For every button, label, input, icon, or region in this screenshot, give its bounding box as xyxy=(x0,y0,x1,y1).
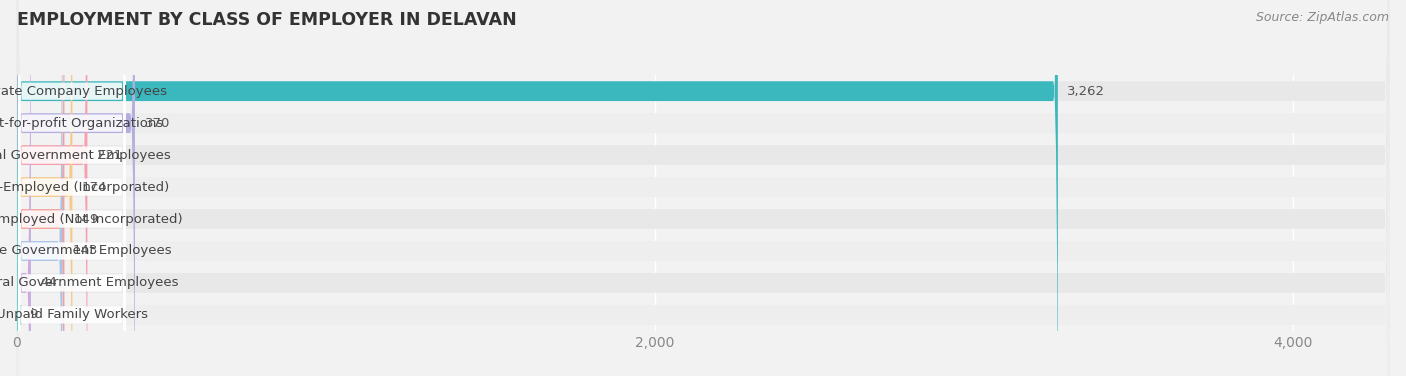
FancyBboxPatch shape xyxy=(17,0,1389,376)
FancyBboxPatch shape xyxy=(18,0,125,376)
FancyBboxPatch shape xyxy=(18,0,125,376)
FancyBboxPatch shape xyxy=(17,0,1057,376)
FancyBboxPatch shape xyxy=(17,0,87,376)
FancyBboxPatch shape xyxy=(18,0,125,376)
Text: 9: 9 xyxy=(30,308,38,321)
FancyBboxPatch shape xyxy=(17,0,72,376)
FancyBboxPatch shape xyxy=(18,0,125,376)
Text: State Government Employees: State Government Employees xyxy=(0,244,172,258)
FancyBboxPatch shape xyxy=(17,0,1389,376)
Text: Self-Employed (Not Incorporated): Self-Employed (Not Incorporated) xyxy=(0,212,183,226)
Text: Not-for-profit Organizations: Not-for-profit Organizations xyxy=(0,117,163,130)
FancyBboxPatch shape xyxy=(17,0,135,376)
Text: Self-Employed (Incorporated): Self-Employed (Incorporated) xyxy=(0,180,169,194)
Text: 143: 143 xyxy=(72,244,97,258)
FancyBboxPatch shape xyxy=(17,0,1389,376)
Text: EMPLOYMENT BY CLASS OF EMPLOYER IN DELAVAN: EMPLOYMENT BY CLASS OF EMPLOYER IN DELAV… xyxy=(17,11,516,29)
FancyBboxPatch shape xyxy=(17,0,1389,376)
Text: 221: 221 xyxy=(97,149,122,162)
Text: 149: 149 xyxy=(75,212,100,226)
Text: 370: 370 xyxy=(145,117,170,130)
Text: Source: ZipAtlas.com: Source: ZipAtlas.com xyxy=(1256,11,1389,24)
Text: 44: 44 xyxy=(41,276,58,290)
FancyBboxPatch shape xyxy=(17,0,1389,376)
FancyBboxPatch shape xyxy=(18,0,125,376)
FancyBboxPatch shape xyxy=(17,0,65,376)
Text: Federal Government Employees: Federal Government Employees xyxy=(0,276,179,290)
FancyBboxPatch shape xyxy=(17,0,62,376)
Text: 174: 174 xyxy=(82,180,107,194)
FancyBboxPatch shape xyxy=(17,0,1389,376)
FancyBboxPatch shape xyxy=(17,0,31,376)
Text: Local Government Employees: Local Government Employees xyxy=(0,149,172,162)
FancyBboxPatch shape xyxy=(18,0,125,376)
FancyBboxPatch shape xyxy=(18,0,125,376)
Text: Private Company Employees: Private Company Employees xyxy=(0,85,167,98)
FancyBboxPatch shape xyxy=(15,0,21,376)
FancyBboxPatch shape xyxy=(18,0,125,376)
Text: Unpaid Family Workers: Unpaid Family Workers xyxy=(0,308,148,321)
FancyBboxPatch shape xyxy=(17,0,1389,376)
FancyBboxPatch shape xyxy=(17,0,1389,376)
Text: 3,262: 3,262 xyxy=(1067,85,1105,98)
